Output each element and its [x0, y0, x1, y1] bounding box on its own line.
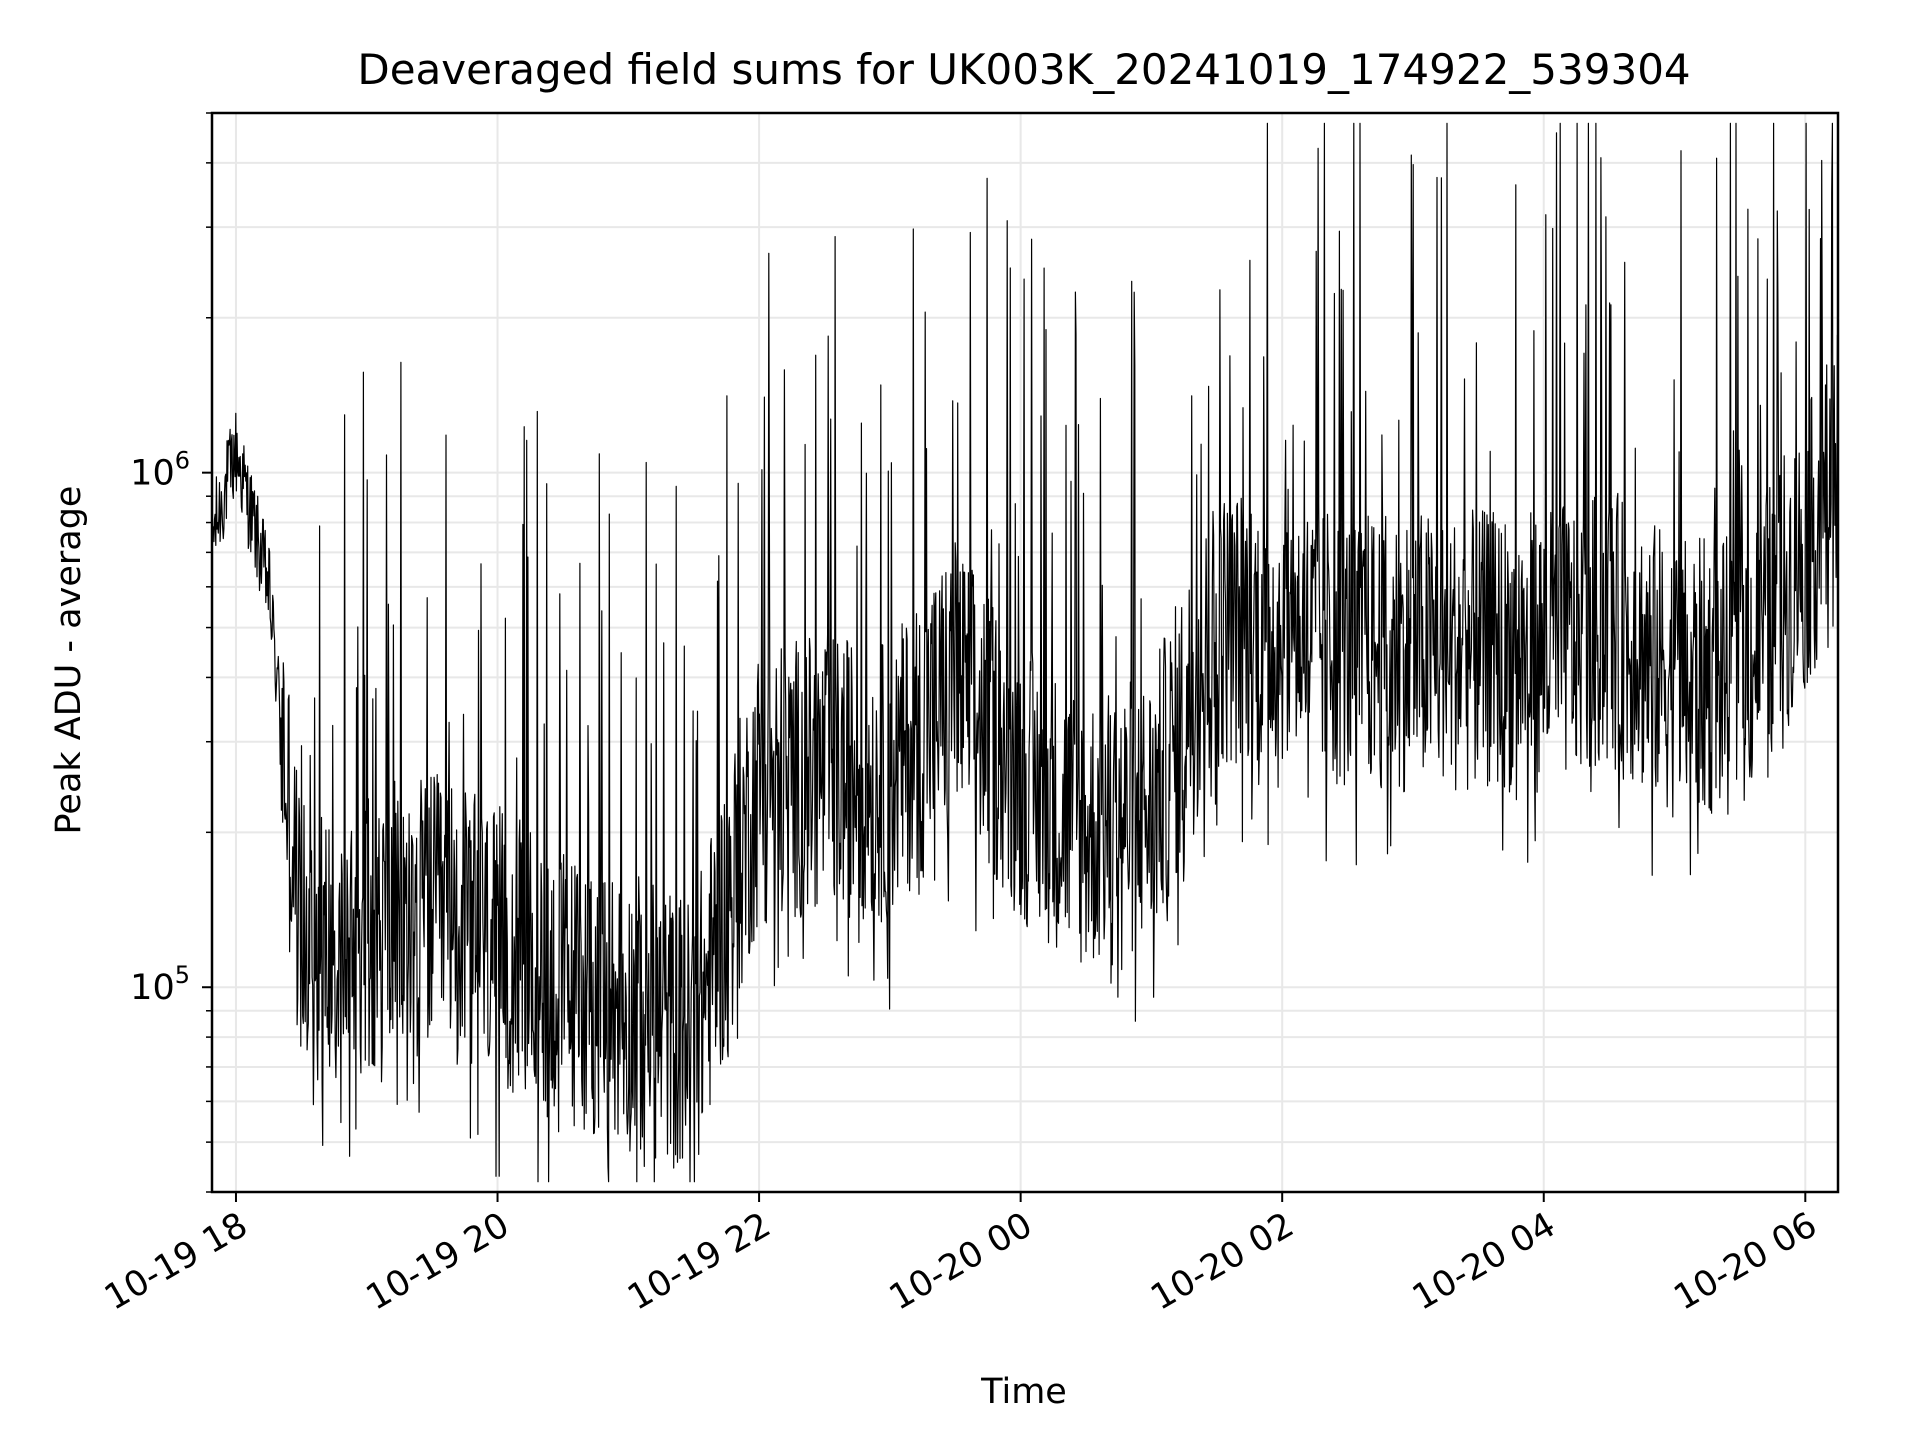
- plot-frame: [210, 111, 1840, 1194]
- x-axis-title: Time: [980, 1372, 1067, 1412]
- y-tick-label: 106: [130, 447, 190, 494]
- series-layer: [211, 122, 1839, 1183]
- y-tick-label: 105: [130, 961, 190, 1008]
- series-line: [211, 122, 1839, 1183]
- chart-title: Deaveraged field sums for UK003K_2024101…: [357, 45, 1690, 94]
- y-axis-title: Peak ADU - average: [49, 486, 89, 835]
